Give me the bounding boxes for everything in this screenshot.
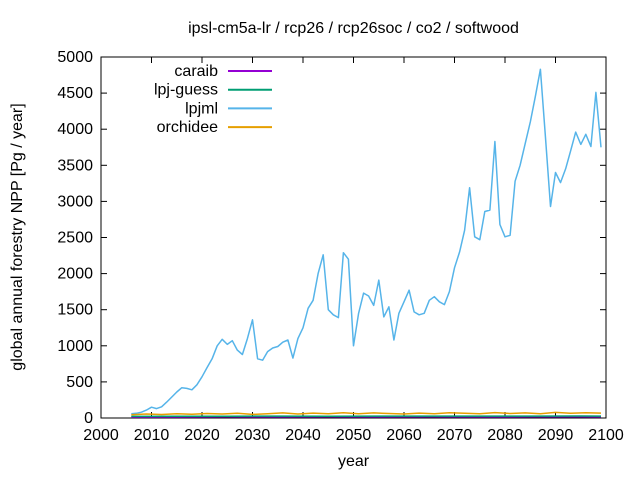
- x-axis-label: year: [337, 453, 370, 470]
- y-tick-label: 4500: [57, 85, 93, 102]
- x-tick-label: 2070: [437, 427, 473, 444]
- x-tick-label: 2090: [538, 427, 574, 444]
- x-tick-label: 2050: [336, 427, 372, 444]
- x-tick-label: 2100: [588, 427, 624, 444]
- y-tick-label: 500: [66, 374, 93, 391]
- y-tick-label: 1000: [57, 338, 93, 355]
- x-tick-label: 2010: [134, 427, 170, 444]
- legend-label-lpj-guess: lpj-guess: [154, 82, 218, 99]
- x-tick-label: 2000: [83, 427, 119, 444]
- y-tick-label: 2000: [57, 266, 93, 283]
- x-tick-label: 2040: [285, 427, 321, 444]
- legend-label-orchidee: orchidee: [157, 119, 218, 136]
- x-tick-label: 2030: [235, 427, 271, 444]
- series-lpjml: [131, 68, 602, 415]
- plot-border: [100, 56, 607, 419]
- series-orchidee: [131, 411, 602, 416]
- legend-label-lpjml: lpjml: [185, 100, 218, 117]
- y-tick-label: 3500: [57, 157, 93, 174]
- y-tick-label: 1500: [57, 302, 93, 319]
- y-tick-label: 4000: [57, 121, 93, 138]
- y-tick-label: 0: [84, 410, 93, 427]
- chart-title: ipsl-cm5a-lr / rcp26 / rcp26soc / co2 / …: [188, 20, 519, 37]
- x-tick-label: 2080: [487, 427, 523, 444]
- x-tick-label: 2020: [184, 427, 220, 444]
- y-tick-label: 3000: [57, 193, 93, 210]
- x-tick-label: 2060: [386, 427, 422, 444]
- legend-label-caraib: caraib: [174, 63, 218, 80]
- y-tick-label: 2500: [57, 230, 93, 247]
- y-tick-label: 5000: [57, 49, 93, 66]
